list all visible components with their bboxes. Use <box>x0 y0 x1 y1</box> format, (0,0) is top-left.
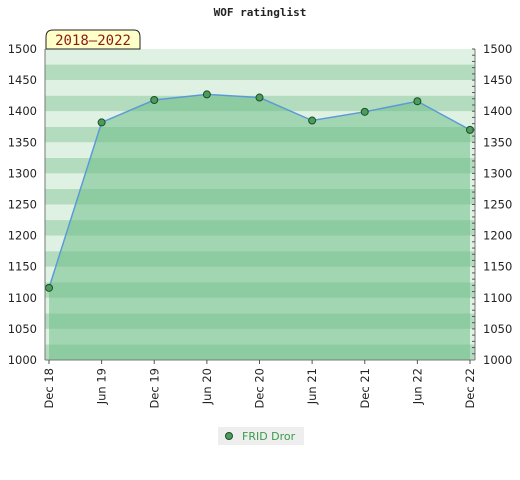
y-tick-label-left: 1350 <box>8 135 37 149</box>
data-point <box>255 93 264 102</box>
y-tick-label-left: 1000 <box>8 353 37 367</box>
series-area <box>49 94 470 360</box>
y-tick-label-right: 1000 <box>483 353 512 367</box>
data-point <box>45 283 53 292</box>
y-tick-label-left: 1150 <box>8 260 37 274</box>
period-label-box: 2018–2022 <box>45 29 141 50</box>
x-tick-label: Dec 20 <box>253 368 267 409</box>
y-tick-label-left: 1250 <box>8 198 37 212</box>
y-tick-label-left: 1200 <box>8 229 37 243</box>
x-tick-label: Jun 21 <box>305 368 319 405</box>
y-tick-label-left: 1450 <box>8 73 37 87</box>
x-tick-label: Dec 21 <box>358 368 372 409</box>
y-tick-label-right: 1400 <box>483 104 512 118</box>
legend: FRID Dror <box>218 427 304 445</box>
y-tick-label-left: 1400 <box>8 104 37 118</box>
y-tick-label-right: 1150 <box>483 260 512 274</box>
x-tick-label: Dec 22 <box>463 368 477 409</box>
y-tick-label-right: 1200 <box>483 229 512 243</box>
chart-title: WOF ratinglist <box>214 6 307 19</box>
data-point <box>360 107 369 116</box>
data-point <box>202 90 211 99</box>
data-point <box>97 118 106 127</box>
x-tick-label: Dec 19 <box>147 368 161 409</box>
y-tick-label-right: 1100 <box>483 291 512 305</box>
x-tick-label: Jun 20 <box>200 368 214 405</box>
y-axis-left: 1000 1050 1100 1150 1200 1250 1300 1350 1400 1450… <box>8 42 46 367</box>
background-band <box>45 80 475 96</box>
y-axis-right: 1000 1050 1100 1150 1200 1250 1300 1350 1400 1450… <box>472 42 512 367</box>
y-tick-label-right: 1050 <box>483 322 512 336</box>
x-axis: Dec 18 Jun 19 Dec 19 Jun 20 Dec 20 Jun 21 Dec … <box>42 359 477 409</box>
x-tick-label: Dec 18 <box>42 368 56 409</box>
period-label-background <box>45 29 141 50</box>
background-band <box>45 64 475 81</box>
y-tick-label-left: 1500 <box>8 42 37 56</box>
y-tick-label-left: 1300 <box>8 166 37 180</box>
data-point <box>413 97 422 106</box>
y-tick-label-right: 1500 <box>483 42 512 56</box>
y-tick-label-right: 1250 <box>483 198 512 212</box>
legend-background <box>218 427 304 445</box>
y-tick-label-left: 1100 <box>8 291 37 305</box>
y-tick-label-right: 1350 <box>483 135 512 149</box>
y-tick-label-right: 1450 <box>483 73 512 87</box>
y-tick-label-left: 1050 <box>8 322 37 336</box>
period-label: 2018–2022 <box>55 33 131 49</box>
data-point <box>308 116 317 125</box>
marker-layer <box>45 90 474 292</box>
x-tick-label: Jun 19 <box>95 368 109 405</box>
y-tick-label-right: 1300 <box>483 166 512 180</box>
area-layer <box>48 93 471 360</box>
legend-entry-frid-dror: FRID Dror <box>242 430 296 443</box>
legend-marker <box>225 432 233 440</box>
background-band <box>45 49 475 65</box>
x-tick-label: Jun 22 <box>410 368 424 405</box>
data-point <box>150 96 159 105</box>
